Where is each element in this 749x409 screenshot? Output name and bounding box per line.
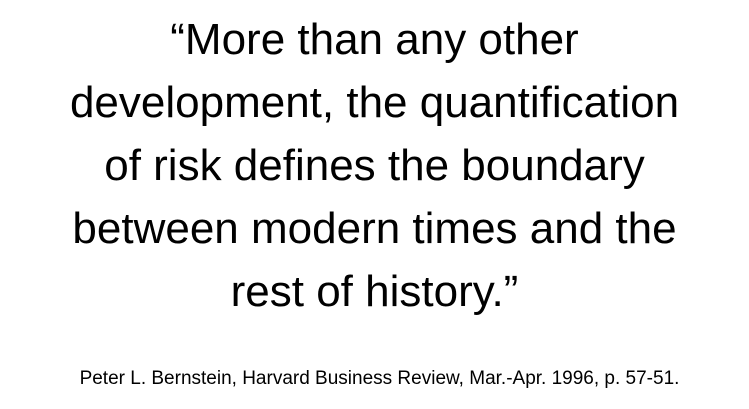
quote-block: “More than any other development, the qu…	[0, 8, 749, 323]
quote-line-2: development, the quantification	[69, 78, 680, 127]
citation: Peter L. Bernstein, Harvard Business Rev…	[79, 368, 680, 389]
quote-line-5: rest of history.”	[230, 267, 519, 316]
quote-line-1: “More than any other	[170, 15, 579, 64]
quote-line-3: of risk defines the boundary	[104, 141, 645, 190]
quote-line-4: between modern times and the	[72, 204, 677, 253]
